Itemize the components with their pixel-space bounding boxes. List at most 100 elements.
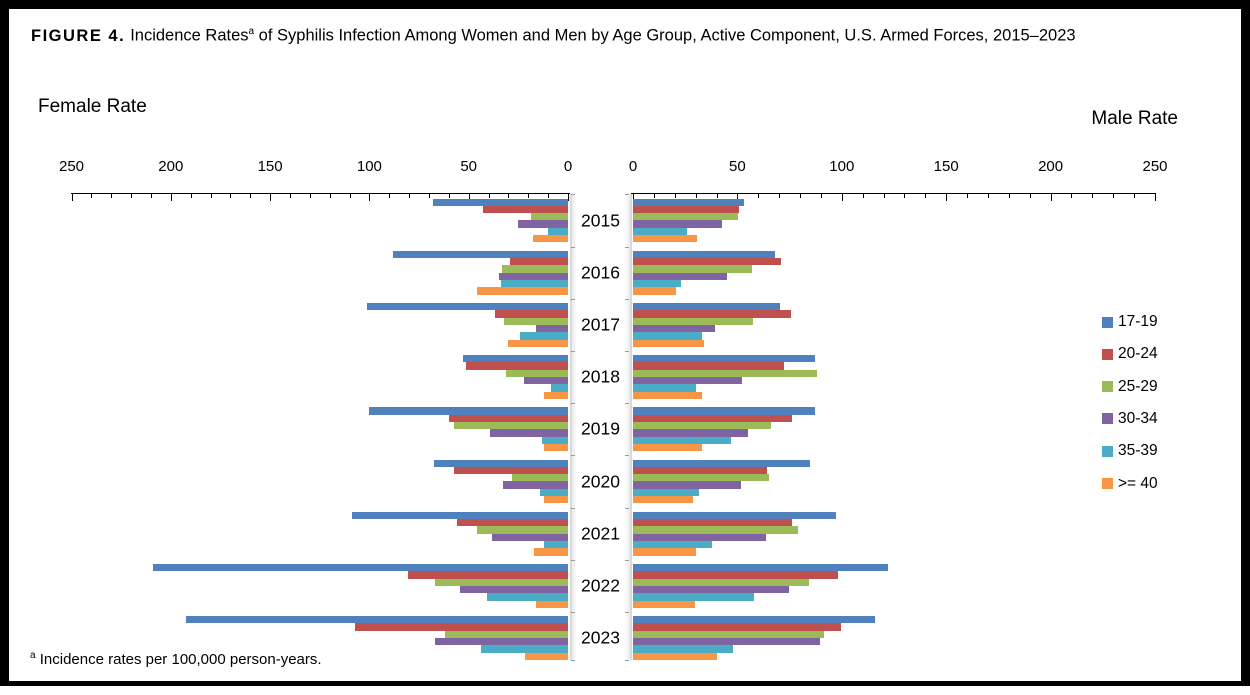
- year-label-2015: 2015: [581, 210, 620, 230]
- male-axis-tick-label: 100: [829, 158, 855, 175]
- male-bar-2020-25-29: [633, 474, 769, 482]
- male-bar-2019-17-19: [633, 407, 815, 415]
- female-bar-2021-20-24: [456, 519, 568, 527]
- male-bar-2022-17-19: [633, 563, 888, 572]
- female-axis-tick: [369, 193, 371, 201]
- female-axis-tick: [230, 193, 232, 198]
- female-axis-tick-label: 50: [460, 158, 478, 175]
- male-bar-2021-35-39: [633, 541, 713, 549]
- male-bar-2021-25-29: [633, 526, 798, 534]
- female-axis-tick: [389, 193, 391, 198]
- legend-item-17-19: 17-19: [1102, 313, 1158, 331]
- female-bar-2023-30-34: [434, 638, 568, 646]
- male-axis-title: Male Rate: [1091, 108, 1178, 129]
- female-axis-tick: [548, 193, 550, 198]
- male-bar-2018-25-29: [633, 369, 817, 378]
- female-bar-2019-ge-40: [544, 443, 568, 452]
- male-bar-2022-20-24: [633, 571, 838, 579]
- female-bar-2023-25-29: [444, 630, 568, 639]
- male-bar-2016-20-24: [633, 258, 782, 266]
- male-axis-tick: [1029, 193, 1031, 198]
- year-label-2016: 2016: [581, 262, 620, 283]
- figure-title: FIGURE 4. Incidence Ratesa of Syphilis In…: [31, 26, 1076, 46]
- female-bar-2021-17-19: [351, 511, 568, 519]
- male-bar-2021-30-34: [633, 533, 766, 541]
- female-bar-2019-25-29: [453, 421, 568, 430]
- female-category-tick: [571, 660, 575, 661]
- female-axis-tick-label: 100: [356, 158, 382, 175]
- female-axis-tick: [508, 193, 510, 198]
- female-bar-2016-30-34: [499, 272, 568, 280]
- male-plot-left-border: [630, 193, 632, 660]
- male-axis-tick: [925, 193, 927, 198]
- female-bar-2020-25-29: [512, 474, 568, 482]
- female-category-tick: [571, 611, 575, 613]
- female-bar-2016-35-39: [501, 280, 568, 288]
- female-bar-2023-17-19: [185, 616, 568, 624]
- female-bar-2021-35-39: [544, 541, 568, 549]
- female-bar-2022-ge-40: [536, 600, 568, 608]
- female-bar-2021-25-29: [476, 526, 568, 534]
- female-bar-2022-35-39: [486, 593, 568, 601]
- female-axis-tick: [150, 193, 152, 198]
- figure-title-superscript: a: [248, 26, 255, 37]
- legend-label-20-24: 20-24: [1118, 345, 1158, 363]
- male-bar-2018-17-19: [633, 355, 815, 363]
- female-bar-2015-25-29: [531, 213, 568, 221]
- male-bar-2021-20-24: [633, 519, 792, 527]
- legend-item-ge-40: >= 40: [1102, 475, 1158, 493]
- male-category-tick: [625, 507, 629, 509]
- male-axis-tick: [674, 193, 676, 198]
- male-axis-tick-label: 200: [1038, 158, 1064, 175]
- female-bar-2023-35-39: [480, 645, 568, 653]
- female-axis-tick: [289, 193, 291, 198]
- male-axis-line: [631, 192, 1156, 194]
- male-axis-tick: [967, 193, 969, 198]
- female-bar-2017-ge-40: [508, 339, 568, 347]
- male-axis-tick: [800, 193, 802, 198]
- male-axis-tick: [862, 193, 864, 198]
- female-axis-tick: [448, 193, 450, 198]
- female-category-tick: [571, 559, 575, 561]
- female-bar-2020-17-19: [433, 459, 568, 467]
- male-category-tick: [625, 298, 629, 300]
- male-axis-tick-label: 250: [1142, 158, 1168, 175]
- legend-marker-25-29: [1102, 381, 1113, 393]
- female-bar-2023-20-24: [355, 623, 568, 631]
- male-axis-tick: [883, 193, 885, 198]
- female-axis-tick-label: 250: [58, 158, 85, 175]
- female-bar-2015-35-39: [548, 227, 568, 236]
- female-axis-tick: [210, 193, 212, 198]
- male-category-tick: [625, 194, 629, 196]
- female-bar-2017-20-24: [494, 310, 568, 318]
- male-bar-2019-ge-40: [633, 443, 702, 452]
- female-axis-tick: [190, 193, 192, 198]
- female-bar-2020-ge-40: [544, 496, 568, 504]
- female-bar-2018-17-19: [462, 355, 568, 363]
- female-axis-tick-label: 200: [158, 158, 184, 175]
- female-bar-2023-ge-40: [525, 652, 568, 661]
- female-axis-tick: [71, 193, 73, 201]
- male-bar-2017-ge-40: [633, 339, 704, 347]
- footnote: a Incidence rates per 100,000 person-yea…: [30, 650, 322, 668]
- male-axis-tick-label: 50: [729, 158, 746, 175]
- female-bar-2020-20-24: [453, 466, 568, 475]
- male-bar-2019-20-24: [633, 414, 792, 422]
- female-axis-tick: [131, 193, 133, 198]
- female-axis-tick: [468, 193, 470, 201]
- male-axis-tick: [904, 193, 906, 198]
- male-bar-2020-ge-40: [633, 496, 693, 504]
- year-label-2019: 2019: [581, 418, 620, 439]
- figure-title-main: Incidence Rates: [130, 26, 249, 45]
- female-bar-2015-20-24: [482, 205, 568, 214]
- male-bar-2015-ge-40: [633, 235, 697, 243]
- male-bar-2022-ge-40: [633, 600, 695, 608]
- female-bar-2015-30-34: [518, 220, 568, 228]
- legend-marker-35-39: [1102, 445, 1113, 457]
- female-axis-tick: [111, 193, 113, 198]
- male-bar-2017-20-24: [633, 310, 791, 318]
- male-bar-2023-ge-40: [633, 652, 717, 661]
- male-bar-2021-17-19: [633, 511, 836, 519]
- male-axis-tick: [1050, 193, 1052, 201]
- legend-label-30-34: 30-34: [1118, 409, 1158, 427]
